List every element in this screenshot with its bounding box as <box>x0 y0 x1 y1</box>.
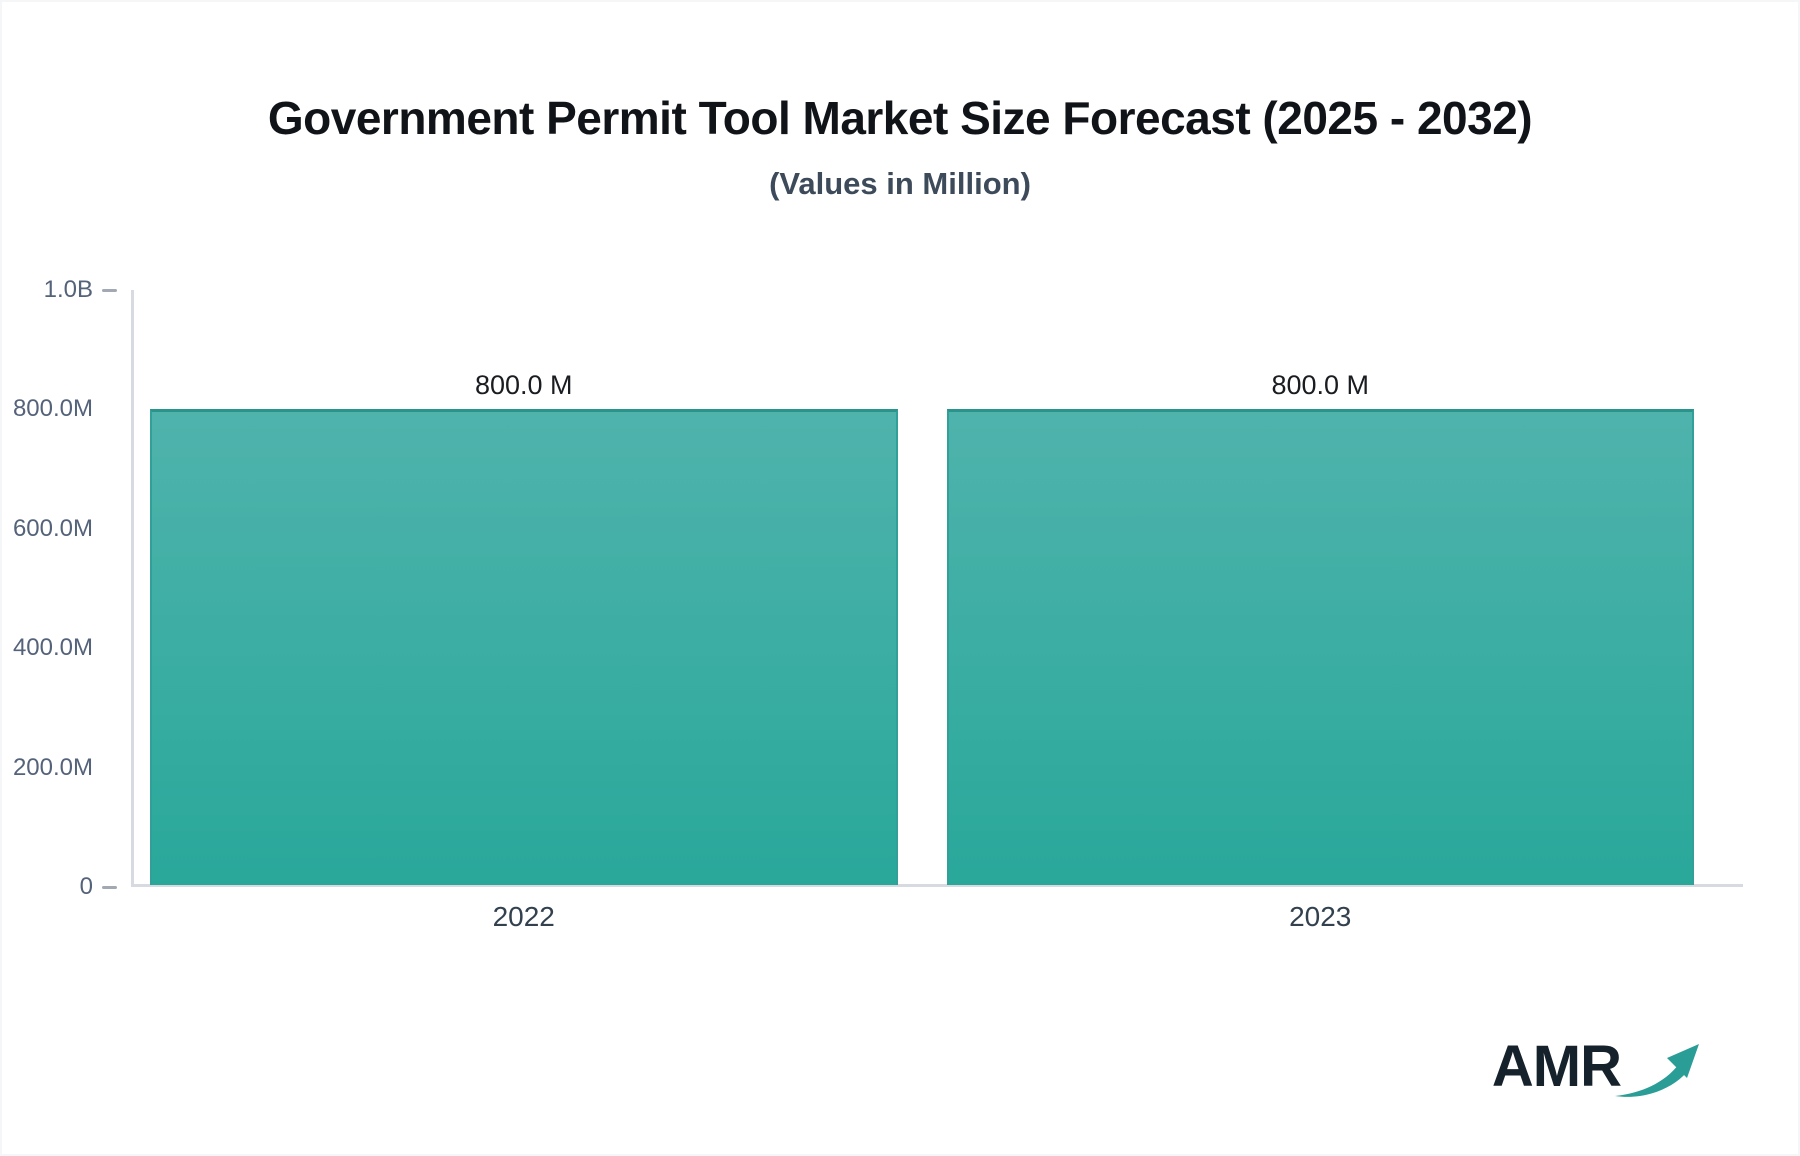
y-tick: 800.0M <box>0 397 131 421</box>
y-tick: 400.0M <box>0 636 131 660</box>
y-tick-label: 400.0M <box>12 634 93 662</box>
bar-value-label: 800.0 M <box>1271 370 1370 400</box>
growth-arrow-icon <box>1615 1044 1699 1097</box>
bar-cell: 800.0 M <box>150 290 898 885</box>
y-tick-label: 600.0M <box>12 514 93 542</box>
bar-cell: 800.0 M <box>946 290 1694 885</box>
x-axis-label: 2023 <box>1289 901 1352 932</box>
chart-title: Government Permit Tool Market Size Forec… <box>267 92 1533 144</box>
y-axis: 0 200.0M 400.0M 600.0M 800.0M 1.0B <box>0 278 131 899</box>
y-tick-mark <box>102 885 117 889</box>
logo-text: AMR <box>1491 1034 1622 1099</box>
y-tick-label: 1.0B <box>43 276 93 303</box>
y-tick: 0 <box>0 875 131 899</box>
y-tick: 1.0B <box>0 278 131 302</box>
amr-logo: AMR <box>1492 1038 1705 1102</box>
y-tick-mark <box>102 288 117 292</box>
bar-2023 <box>946 409 1694 885</box>
x-labels: 2022 2023 <box>150 903 1694 931</box>
y-axis-line <box>131 290 134 887</box>
y-tick-label: 200.0M <box>12 753 93 781</box>
bar-2022 <box>150 409 898 885</box>
y-tick-label: 800.0M <box>12 395 93 423</box>
chart-subtitle: (Values in Million) <box>769 166 1031 201</box>
y-tick-label: 0 <box>79 873 93 900</box>
y-tick: 200.0M <box>0 753 131 781</box>
bars: 800.0 M 800.0 M <box>150 290 1694 885</box>
x-axis-label: 2022 <box>492 901 555 932</box>
y-tick: 600.0M <box>0 514 131 542</box>
plot-area: 0 200.0M 400.0M 600.0M 800.0M 1.0B 800.0 M 800… <box>13 278 1743 931</box>
bar-value-label: 800.0 M <box>474 370 573 400</box>
x-axis-line <box>131 884 1743 887</box>
